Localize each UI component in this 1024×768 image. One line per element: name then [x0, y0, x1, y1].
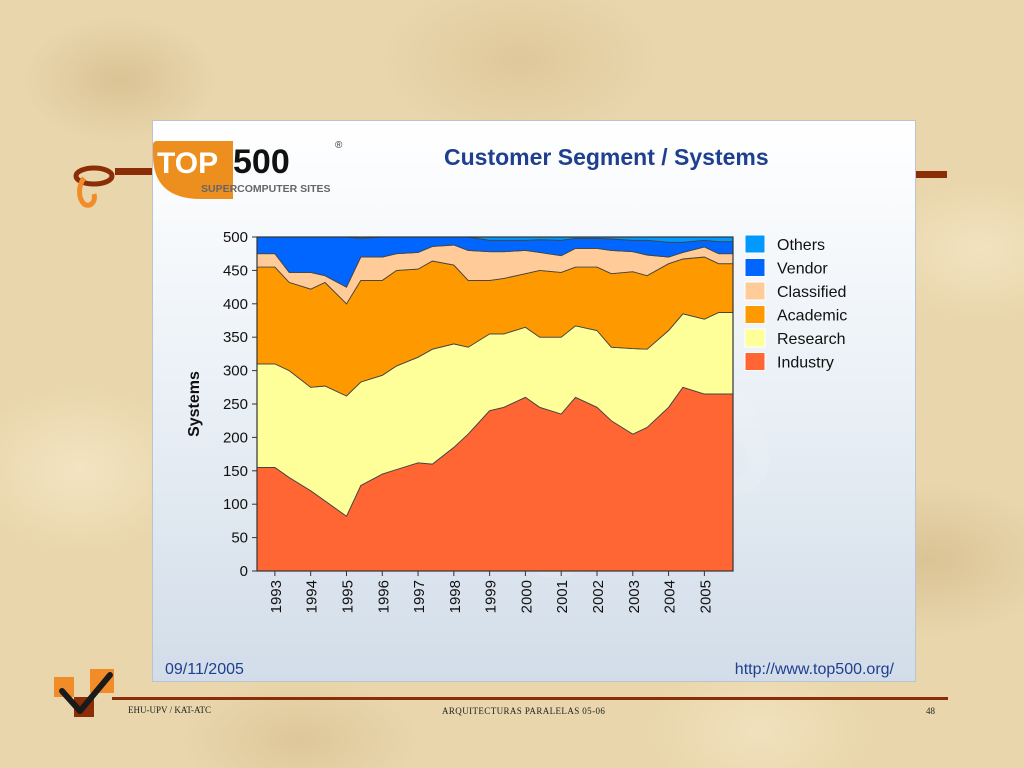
x-tick-label: 1995 — [340, 580, 357, 613]
chart-areas — [256, 236, 734, 572]
x-tick-label: 2001 — [554, 580, 571, 613]
chart-legend: Others Vendor Classified Academic Research In… — [744, 234, 847, 372]
chart-url: http://www.top500.org/ — [735, 661, 895, 678]
chart-title: Customer Segment / Systems — [444, 144, 769, 170]
chart-date: 09/11/2005 — [165, 661, 244, 678]
legend-swatch-industry — [744, 352, 766, 371]
x-axis: 1993 1994 1995 1996 1997 1998 1999 2000 2001 2002… — [268, 571, 714, 613]
ornament-swirl-icon — [73, 165, 115, 208]
legend-swatch-classified — [744, 281, 766, 301]
y-tick-label: 300 — [223, 363, 248, 380]
x-tick-label: 2002 — [590, 580, 607, 613]
x-tick-label: 1996 — [375, 580, 392, 613]
logo-top-text: TOP — [157, 147, 218, 180]
logo-500-text: 500 — [233, 143, 290, 181]
legend-swatch-others — [744, 234, 766, 254]
legend-label-others: Others — [777, 237, 825, 254]
legend-label-academic: Academic — [777, 308, 847, 325]
y-tick-label: 150 — [223, 463, 248, 480]
y-tick-label: 500 — [223, 229, 248, 246]
y-axis: 0 50 100 150 200 250 300 350 400 450 500 — [223, 229, 257, 580]
legend-swatch-research — [744, 328, 766, 348]
top500-logo: TOP 500 ® SUPERCOMPUTER SITES — [153, 140, 343, 199]
legend-swatch-academic — [744, 305, 766, 324]
x-tick-label: 2005 — [697, 580, 714, 613]
y-tick-label: 100 — [223, 496, 248, 513]
footer-course-title: ARQUITECTURAS PARALELAS 05-06 — [442, 706, 606, 716]
x-tick-label: 2004 — [662, 580, 679, 613]
checkmark-icon — [54, 669, 114, 717]
legend-label-classified: Classified — [777, 284, 846, 301]
y-tick-label: 400 — [223, 296, 248, 313]
y-tick-label: 0 — [240, 563, 248, 580]
x-tick-label: 1994 — [304, 580, 321, 613]
y-axis-label: Systems — [186, 371, 203, 437]
logo-subtitle: SUPERCOMPUTER SITES — [201, 183, 331, 195]
y-tick-label: 350 — [223, 329, 248, 346]
legend-swatch-vendor — [744, 258, 766, 277]
y-tick-label: 50 — [231, 530, 248, 547]
slide-rule-top-left — [115, 168, 160, 175]
slide-rule-top-right — [916, 171, 947, 178]
x-tick-label: 2003 — [626, 580, 643, 613]
y-tick-label: 450 — [223, 262, 248, 279]
x-tick-label: 1993 — [268, 580, 285, 613]
slide-rule-bottom — [112, 697, 948, 700]
legend-label-industry: Industry — [777, 355, 834, 372]
logo-orange-shape-icon — [153, 141, 233, 199]
x-tick-label: 1998 — [447, 580, 464, 613]
x-tick-label: 1999 — [483, 580, 500, 613]
logo-registered-mark: ® — [335, 140, 343, 151]
page-number: 48 — [926, 706, 935, 716]
footer-course-code: EHU-UPV / KAT-ATC — [128, 705, 212, 715]
x-tick-label: 1997 — [411, 580, 428, 613]
y-tick-label: 200 — [223, 429, 248, 446]
x-tick-label: 2000 — [518, 580, 535, 613]
y-tick-label: 250 — [223, 396, 248, 413]
legend-label-research: Research — [777, 331, 845, 348]
legend-label-vendor: Vendor — [777, 261, 828, 278]
chart-image: 500 TOP 500 ® SUPERCOMPUTER SITES Custom… — [152, 120, 916, 682]
chart-canvas: 500 TOP 500 ® SUPERCOMPUTER SITES Custom… — [153, 140, 895, 678]
